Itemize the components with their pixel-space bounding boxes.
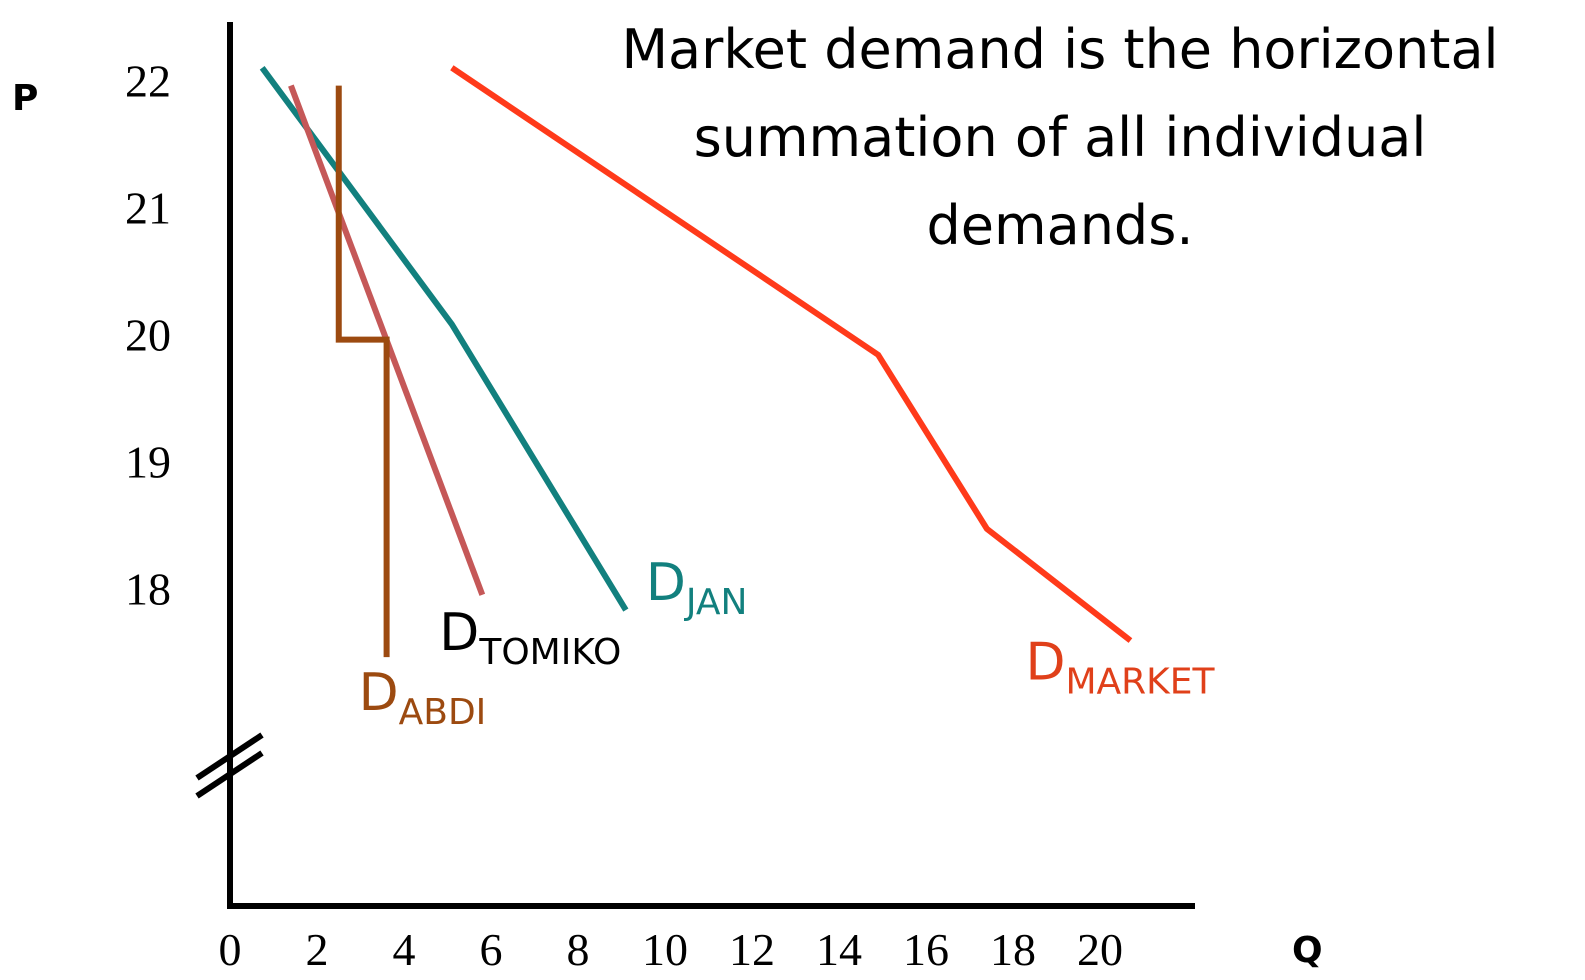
series-label-sub: MARKET <box>1065 662 1215 703</box>
series-label: DMARKET <box>1025 633 1215 703</box>
demand-line <box>335 85 390 658</box>
series-label-main: D <box>359 663 399 723</box>
y-tick-label: 21 <box>125 183 171 234</box>
y-axis-label: P <box>12 78 38 119</box>
series-label-main: D <box>646 553 686 613</box>
x-tick-label: 10 <box>642 924 688 975</box>
series-label: DJAN <box>646 553 748 623</box>
y-tick-label: 22 <box>125 56 171 107</box>
series-label-main: D <box>1025 633 1065 693</box>
chart-title: Market demand is the horizontal summatio… <box>621 18 1499 257</box>
axis-break <box>195 732 264 781</box>
x-tick-label: 8 <box>567 924 590 975</box>
x-tick-label: 16 <box>903 924 949 975</box>
x-tick-label: 0 <box>219 924 242 975</box>
series-label-sub: JAN <box>684 582 748 623</box>
y-tick-label: 20 <box>125 310 171 361</box>
x-tick-label: 4 <box>393 924 416 975</box>
axis-break <box>195 750 264 799</box>
demand-line <box>450 65 1133 643</box>
x-tick-label: 2 <box>306 924 329 975</box>
series-label: DABDI <box>359 663 487 733</box>
x-tick-label: 18 <box>990 924 1036 975</box>
demand-line <box>259 66 629 612</box>
x-tick-label: 12 <box>729 924 775 975</box>
series-label-sub: TOMIKO <box>478 632 621 673</box>
y-tick-label: 19 <box>125 437 171 488</box>
x-tick-label: 20 <box>1077 924 1123 975</box>
y-tick-label: 18 <box>125 564 171 615</box>
x-tick-label: 14 <box>816 924 862 975</box>
x-axis-label: Q <box>1292 930 1323 971</box>
series-label-main: D <box>439 603 479 663</box>
x-tick-label: 6 <box>480 924 503 975</box>
series-label-sub: ABDI <box>399 692 487 733</box>
series-label: DTOMIKO <box>439 603 621 673</box>
